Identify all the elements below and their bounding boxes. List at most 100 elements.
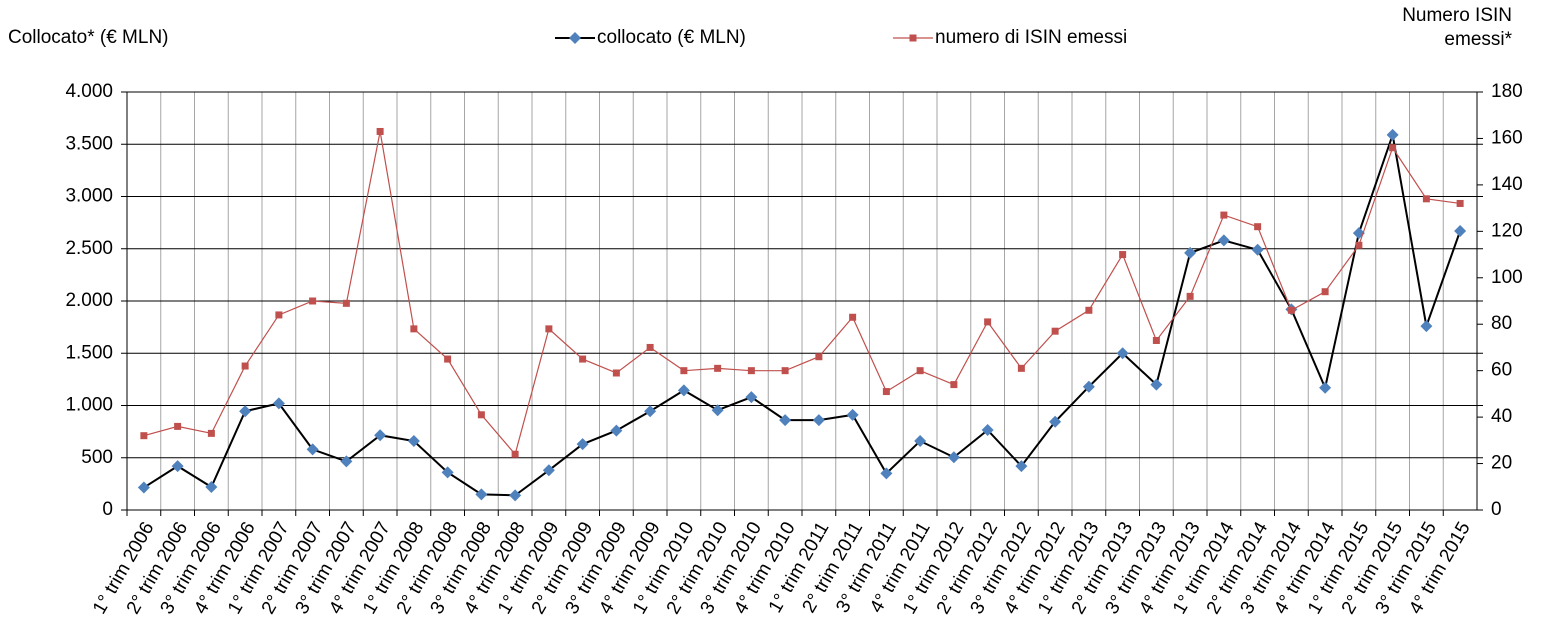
- data-point: [542, 464, 555, 477]
- y-tick-label: 2.000: [65, 290, 113, 311]
- data-point: [610, 424, 623, 437]
- data-point: [1251, 243, 1264, 256]
- data-point: [340, 455, 353, 468]
- y-tick-label: 3.500: [65, 133, 113, 154]
- data-point: [1254, 223, 1262, 231]
- data-point: [1150, 378, 1163, 391]
- data-point: [1287, 306, 1295, 314]
- y2-tick-label: 20: [1491, 453, 1512, 474]
- data-point: [342, 299, 350, 307]
- data-point: [812, 414, 825, 427]
- data-point: [1082, 380, 1095, 393]
- y-axis-title: Collocato* (€ MLN): [8, 27, 169, 48]
- data-point: [646, 343, 654, 351]
- data-point: [241, 362, 249, 370]
- data-point: [1119, 251, 1127, 259]
- data-point: [1217, 234, 1230, 247]
- data-point: [916, 367, 924, 375]
- y-tick-label: 1.000: [65, 395, 113, 416]
- data-point: [779, 414, 792, 427]
- data-point: [1017, 364, 1025, 372]
- y-tick-label: 2.500: [65, 238, 113, 259]
- data-point: [714, 364, 722, 372]
- data-point: [947, 451, 960, 464]
- data-point: [174, 422, 182, 430]
- data-point: [407, 435, 420, 448]
- y2-tick-label: 140: [1491, 174, 1523, 195]
- legend-marker: [569, 32, 581, 44]
- data-point: [880, 467, 893, 480]
- data-point: [140, 432, 148, 440]
- y2-tick-label: 120: [1491, 220, 1523, 241]
- series-line: [143, 130, 1462, 497]
- y2-tick-label: 180: [1491, 81, 1523, 102]
- data-point: [846, 408, 859, 421]
- data-point: [1049, 415, 1062, 428]
- y-tick-label: 3.000: [65, 186, 113, 207]
- data-point: [477, 411, 485, 419]
- series-line: [143, 131, 1461, 456]
- data-point: [309, 297, 317, 305]
- data-point: [207, 429, 215, 437]
- data-point: [914, 435, 927, 448]
- data-point: [410, 325, 418, 333]
- data-point: [984, 318, 992, 326]
- data-point: [306, 443, 319, 456]
- y-tick-label: 4.000: [65, 81, 113, 102]
- data-point: [1389, 144, 1397, 152]
- data-point: [275, 311, 283, 319]
- data-point: [374, 429, 387, 442]
- data-point: [239, 405, 252, 418]
- data-point: [1355, 241, 1363, 249]
- data-point: [1186, 292, 1194, 300]
- y2-tick-label: 100: [1491, 267, 1523, 288]
- data-point: [1152, 336, 1160, 344]
- y2-tick-label: 0: [1491, 499, 1502, 520]
- data-point: [1456, 199, 1464, 207]
- data-point: [579, 355, 587, 363]
- data-point: [475, 488, 488, 501]
- data-point: [444, 355, 452, 363]
- data-point: [137, 481, 150, 494]
- data-point: [1085, 306, 1093, 314]
- data-point: [950, 381, 958, 389]
- legend-label: collocato (€ MLN): [597, 27, 746, 48]
- data-point: [1184, 246, 1197, 259]
- data-point: [171, 460, 184, 473]
- y2-tick-label: 160: [1491, 127, 1523, 148]
- data-point: [1051, 327, 1059, 335]
- y2-tick-label: 40: [1491, 406, 1512, 427]
- data-point: [1422, 195, 1430, 203]
- y2-tick-label: 60: [1491, 360, 1512, 381]
- data-point: [612, 369, 620, 377]
- y-tick-label: 500: [81, 447, 113, 468]
- data-point: [576, 438, 589, 451]
- data-point: [711, 404, 724, 417]
- data-point: [1319, 381, 1332, 394]
- data-point: [1015, 460, 1028, 473]
- data-point: [677, 384, 690, 397]
- data-point: [205, 481, 218, 494]
- data-point: [680, 367, 688, 375]
- data-point: [545, 325, 553, 333]
- data-point: [1321, 288, 1329, 296]
- y2-axis-title: Numero ISIN emessi*: [1402, 5, 1512, 50]
- y2-tick-label: 80: [1491, 313, 1512, 334]
- data-point: [849, 313, 857, 321]
- data-point: [441, 466, 454, 479]
- y-tick-label: 0: [102, 499, 113, 520]
- legend-marker: [909, 34, 917, 42]
- data-point: [882, 388, 890, 396]
- data-point: [745, 391, 758, 404]
- data-point: [644, 405, 657, 418]
- data-point: [1386, 128, 1399, 141]
- data-point: [1116, 347, 1129, 360]
- legend-label: numero di ISIN emessi: [935, 27, 1127, 48]
- y-tick-label: 1.500: [65, 342, 113, 363]
- data-point: [509, 489, 522, 502]
- data-point: [272, 397, 285, 410]
- data-point: [815, 353, 823, 361]
- data-point: [747, 367, 755, 375]
